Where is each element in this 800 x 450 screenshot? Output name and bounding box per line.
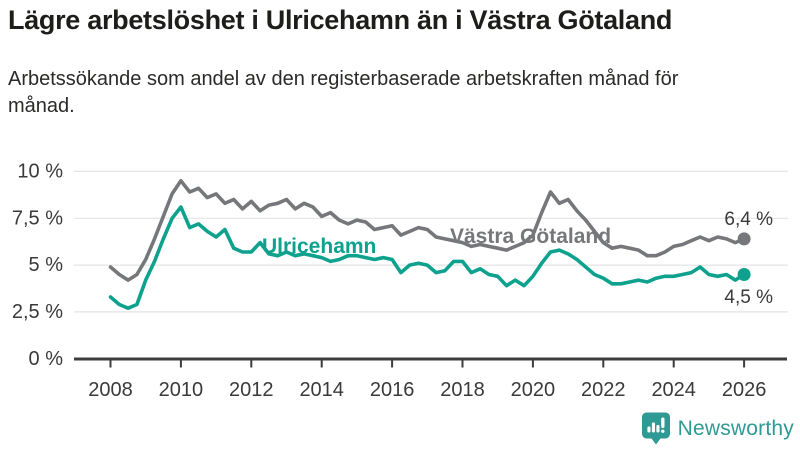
page-title: Lägre arbetslöshet i Ulricehamn än i Väs… bbox=[8, 5, 673, 35]
xtick-label: 2014 bbox=[299, 379, 344, 401]
series-label-ulricehamn: Ulricehamn bbox=[262, 235, 376, 258]
newsworthy-logo-icon bbox=[641, 412, 670, 445]
ytick-label: 10 % bbox=[17, 161, 63, 183]
xtick-label: 2022 bbox=[581, 379, 626, 401]
ytick-label: 7,5 % bbox=[12, 207, 63, 229]
xtick-label: 2012 bbox=[229, 379, 274, 401]
xtick-label: 2008 bbox=[88, 379, 133, 401]
end-value-label-ulricehamn: 4,5 % bbox=[724, 287, 773, 308]
logo-barchart-glyph bbox=[647, 417, 665, 433]
series-label-vastra-gotaland: Västra Götaland bbox=[450, 225, 611, 248]
xtick-label: 2018 bbox=[440, 379, 485, 401]
brand-footer: Newsworthy bbox=[641, 412, 794, 445]
series-lines bbox=[108, 179, 751, 311]
xtick-label: 2026 bbox=[722, 379, 767, 401]
x-axis bbox=[74, 357, 787, 368]
gridlines bbox=[74, 170, 788, 313]
logo-bubble-shape bbox=[641, 412, 670, 445]
xtick-label: 2024 bbox=[651, 379, 696, 401]
series-end-dot bbox=[737, 232, 751, 246]
y-axis-labels: 10 % 7,5 % 5 % 2,5 % 0 % bbox=[12, 161, 63, 370]
x-axis-labels: 2008 2010 2012 2014 2016 2018 2020 2022 … bbox=[88, 379, 766, 401]
series-line bbox=[108, 205, 746, 311]
ytick-label: 0 % bbox=[29, 348, 64, 370]
ytick-label: 2,5 % bbox=[12, 301, 63, 323]
xtick-label: 2016 bbox=[370, 379, 415, 401]
page-subtitle: Arbetssökande som andel av den registerb… bbox=[8, 68, 679, 117]
series-end-dot bbox=[737, 268, 751, 281]
series-line bbox=[108, 179, 746, 282]
brand-name: Newsworthy bbox=[677, 416, 794, 440]
ytick-label: 5 % bbox=[29, 254, 64, 276]
xtick-label: 2020 bbox=[511, 379, 556, 401]
end-value-label-vastra-gotaland: 6,4 % bbox=[724, 209, 773, 230]
xtick-label: 2010 bbox=[159, 379, 204, 401]
